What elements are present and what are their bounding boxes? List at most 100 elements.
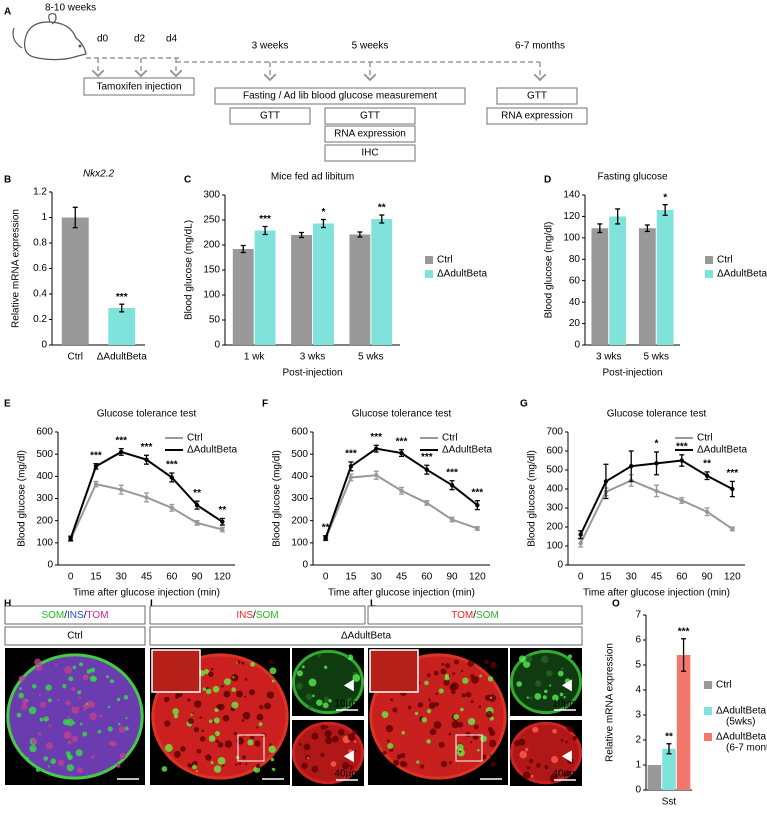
bar [647,765,662,790]
cell [484,659,489,665]
cell [529,758,534,764]
x-tick-label: 1 wk [244,352,266,363]
cell [465,731,471,737]
cell [75,749,83,757]
cell [45,684,52,691]
cell [215,739,220,743]
cell [470,700,474,704]
legend-note: (6-7 months) [726,743,767,754]
cell [560,739,564,742]
day: d0 [97,34,109,45]
cell [72,665,77,670]
cell [449,683,457,691]
significance: ** [378,203,386,214]
cell [21,703,28,710]
significance: *** [345,449,357,460]
cell [82,674,89,681]
cell [77,767,83,774]
cell [296,670,303,677]
x-tick-label: 60 [166,572,178,583]
bar [61,217,89,345]
cell [316,699,323,706]
x-tick-label: 3 wks [300,352,326,363]
cell [213,765,222,773]
cell [416,760,420,764]
cell [312,694,315,698]
cell [298,743,302,746]
cell [308,705,312,709]
cell [195,770,199,773]
cell [542,695,547,700]
x-tick-label: 60 [676,572,688,583]
panel-label: D [544,175,551,186]
cell [63,731,72,740]
cell [526,696,529,699]
significance: *** [421,452,433,463]
cell [256,713,264,721]
cell [217,756,226,765]
cell [259,704,264,710]
y-tick-label: 300 [291,493,308,504]
cell [67,740,72,745]
significance: *** [676,441,688,452]
cell [249,689,256,696]
cell [58,759,65,767]
bar [349,234,371,345]
bar [254,230,276,345]
cell [330,761,337,767]
y-tick-label: 100 [563,232,580,243]
cell [214,707,219,713]
legend-swatch [704,681,712,689]
day: d4 [166,34,178,45]
cell [347,655,350,658]
cell [199,736,206,742]
x-tick-label: 15 [345,572,357,583]
cell [525,655,533,663]
cell [31,738,37,744]
legend-label: Ctrl [437,255,453,266]
cell [516,681,523,687]
y-axis-title: Relative mRNA expression [11,209,22,328]
panel-label: O [612,599,620,610]
cell [268,659,273,664]
significance: * [655,439,659,450]
cell [247,739,254,746]
cell [187,698,191,702]
cell [480,735,487,742]
islet [6,653,144,780]
cell [272,660,275,664]
chart-title: Glucose tolerance test [97,409,197,420]
cell [208,719,213,723]
legend-label: Ctrl [716,680,732,691]
cell [488,694,497,702]
y-tick-label: 20 [569,318,581,329]
cell [522,771,531,780]
y-tick-label: 300 [36,493,53,504]
cell [255,726,259,729]
cell [43,716,49,722]
y-tick-label: 400 [36,471,53,482]
y-tick-label: 4 [635,685,641,696]
cell [222,714,230,722]
bar [108,308,136,345]
y-tick-label: 300 [203,190,220,201]
legend-label: Ctrl [187,433,203,444]
cell [568,654,573,659]
header-part: / [84,610,87,621]
cell [325,725,329,729]
cell [269,743,272,746]
cell [28,706,37,715]
cell [47,765,50,768]
cell [66,764,75,772]
cell [296,682,303,690]
cell [123,694,129,700]
y-axis-title: Blood glucose (mg/dl) [17,450,28,547]
y-tick-label: 0.6 [33,263,47,274]
assay: GTT [527,91,547,102]
x-tick-label: 90 [447,572,459,583]
group-label: Ctrl [67,631,83,642]
cell [350,767,353,771]
x-tick-label: 45 [396,572,408,583]
cell [560,667,564,670]
